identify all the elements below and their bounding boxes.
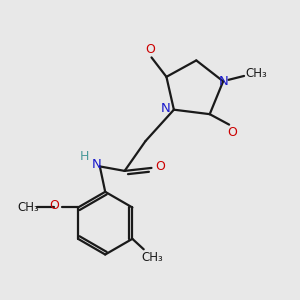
Text: CH₃: CH₃ [246,67,268,80]
Text: O: O [145,43,155,56]
Text: N: N [161,102,170,115]
Text: N: N [218,75,228,88]
Text: O: O [227,127,237,140]
Text: CH₃: CH₃ [141,251,163,264]
Text: O: O [49,199,59,212]
Text: N: N [92,158,102,170]
Text: CH₃: CH₃ [17,201,39,214]
Text: O: O [155,160,165,173]
Text: H: H [80,150,90,164]
